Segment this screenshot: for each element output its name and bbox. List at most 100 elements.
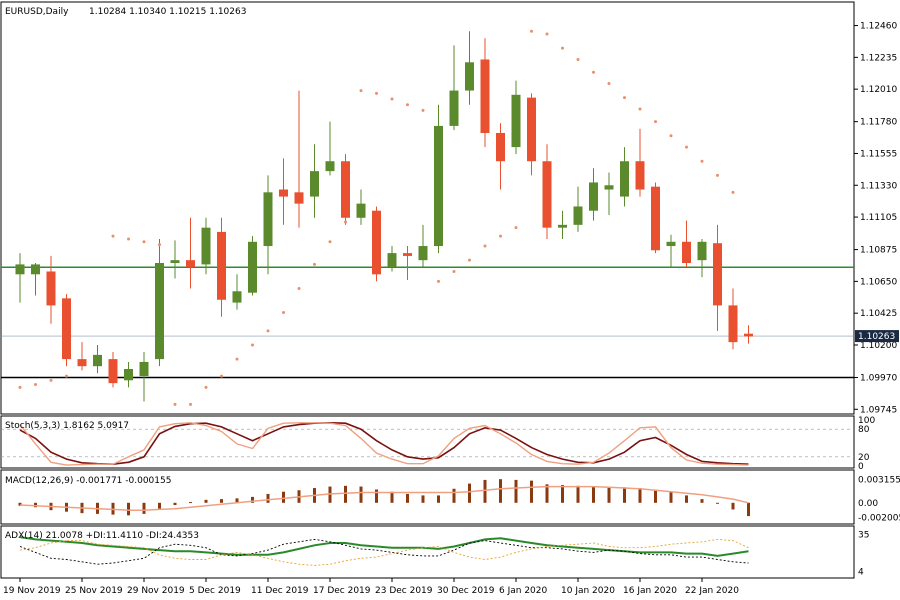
adx-ADX-line	[19, 536, 749, 557]
candle	[62, 294, 71, 367]
macd-histogram-bar	[747, 502, 750, 517]
macd-histogram-bar	[142, 502, 146, 514]
sar-dot	[173, 402, 177, 406]
sar-dot	[111, 234, 115, 238]
sar-dot	[700, 159, 704, 163]
time-axis-label: 19 Nov 2019	[3, 586, 61, 596]
sar-dot	[266, 329, 270, 333]
candle-body	[170, 260, 180, 264]
macd-histogram-bar	[204, 499, 208, 503]
sar-dot	[561, 46, 564, 50]
macd-histogram-bar	[545, 484, 549, 503]
macd-histogram-bar	[34, 502, 37, 508]
adx-axis-label: 35	[858, 531, 869, 541]
macd-histogram-bar	[375, 489, 378, 503]
sar-dot	[204, 385, 208, 389]
adx-plusDI-line	[19, 538, 749, 565]
sar-dot	[375, 91, 378, 95]
candle	[480, 38, 490, 148]
candle-body	[139, 361, 149, 377]
candle-body	[697, 241, 707, 261]
candle-body	[682, 241, 691, 264]
adx-panel-frame[interactable]	[0, 525, 855, 579]
candle	[744, 325, 753, 344]
sar-dot	[344, 220, 347, 224]
candle-body	[511, 94, 521, 148]
candle	[511, 80, 521, 155]
macd-histogram-bar	[158, 502, 161, 509]
stoch-axis-label: 80	[858, 425, 870, 435]
candle	[651, 182, 660, 254]
horizontal-levels[interactable]	[1, 266, 854, 379]
macd-histogram-bar	[328, 486, 332, 503]
candle-body	[263, 192, 273, 247]
candle	[728, 288, 738, 350]
candle-body	[155, 263, 164, 360]
candle-body	[232, 291, 242, 303]
candle	[310, 144, 319, 218]
macd-histogram-bar	[716, 502, 719, 504]
macd-histogram-bar	[530, 480, 533, 503]
candle-body	[604, 185, 614, 190]
candle	[201, 217, 211, 275]
price-axis-label: 1.11780	[860, 118, 897, 128]
sar-dot	[297, 286, 301, 290]
sar-dot	[576, 57, 580, 61]
adx-title: ADX(14) 21.0078 +DI:11.4110 -DI:24.4353	[5, 531, 199, 541]
candle	[186, 217, 195, 289]
candle	[573, 186, 583, 232]
macd-histogram-bar	[282, 491, 285, 503]
candle-body	[527, 97, 536, 162]
candle	[620, 147, 629, 207]
candle-body	[620, 161, 629, 197]
candle	[496, 123, 505, 190]
price-panel-frame[interactable]	[0, 1, 855, 415]
stoch-title: Stoch(5,3,3) 1.8162 5.0917	[5, 421, 129, 431]
macd-histogram-bar	[359, 486, 363, 503]
macd-histogram-bar	[452, 488, 456, 503]
macd-panel-frame[interactable]	[0, 469, 855, 525]
candle-body	[217, 231, 226, 300]
macd-histogram-bar	[421, 495, 425, 503]
macd-histogram-bar	[514, 479, 518, 503]
stoch-panel-frame[interactable]	[0, 415, 855, 469]
macd-axis-label: 0.00	[858, 499, 878, 509]
candle	[682, 220, 691, 268]
candle	[434, 104, 443, 254]
adx-indicator: 35 4	[19, 531, 869, 577]
candle-body	[279, 189, 288, 197]
sar-dot	[716, 173, 719, 177]
candle-body	[186, 260, 195, 268]
macd-histogram-bar	[561, 485, 564, 503]
candle-body	[46, 271, 56, 306]
candle	[31, 263, 40, 296]
candle-body	[201, 227, 211, 265]
price-axis-label: 1.11330	[860, 181, 897, 191]
parabolic-sar-series	[18, 29, 735, 406]
sar-dot	[282, 310, 285, 314]
candle-body	[480, 59, 490, 133]
macd-histogram-bar	[344, 485, 347, 503]
candle-body	[15, 264, 25, 275]
candle-body	[666, 241, 676, 247]
time-axis-label: 29 Nov 2019	[127, 586, 185, 596]
candle	[403, 246, 412, 280]
candle	[697, 238, 707, 278]
candle	[387, 246, 397, 272]
candle	[341, 154, 350, 225]
candle	[558, 210, 567, 239]
macd-title: MACD(12,26,9) -0.001771 -0.000155	[5, 476, 171, 486]
current-price-tag-box	[855, 330, 899, 343]
price-axis-label: 1.12460	[860, 22, 897, 32]
macd-histogram-bar	[173, 502, 177, 506]
time-axis-label: 23 Dec 2019	[375, 586, 433, 596]
candle-body	[356, 203, 366, 218]
candle	[589, 168, 598, 221]
candle	[418, 224, 428, 268]
stoch-signal-line	[19, 422, 749, 466]
sar-dot	[65, 374, 68, 378]
candle-body	[108, 359, 118, 384]
macd-histogram-bar	[731, 502, 735, 510]
